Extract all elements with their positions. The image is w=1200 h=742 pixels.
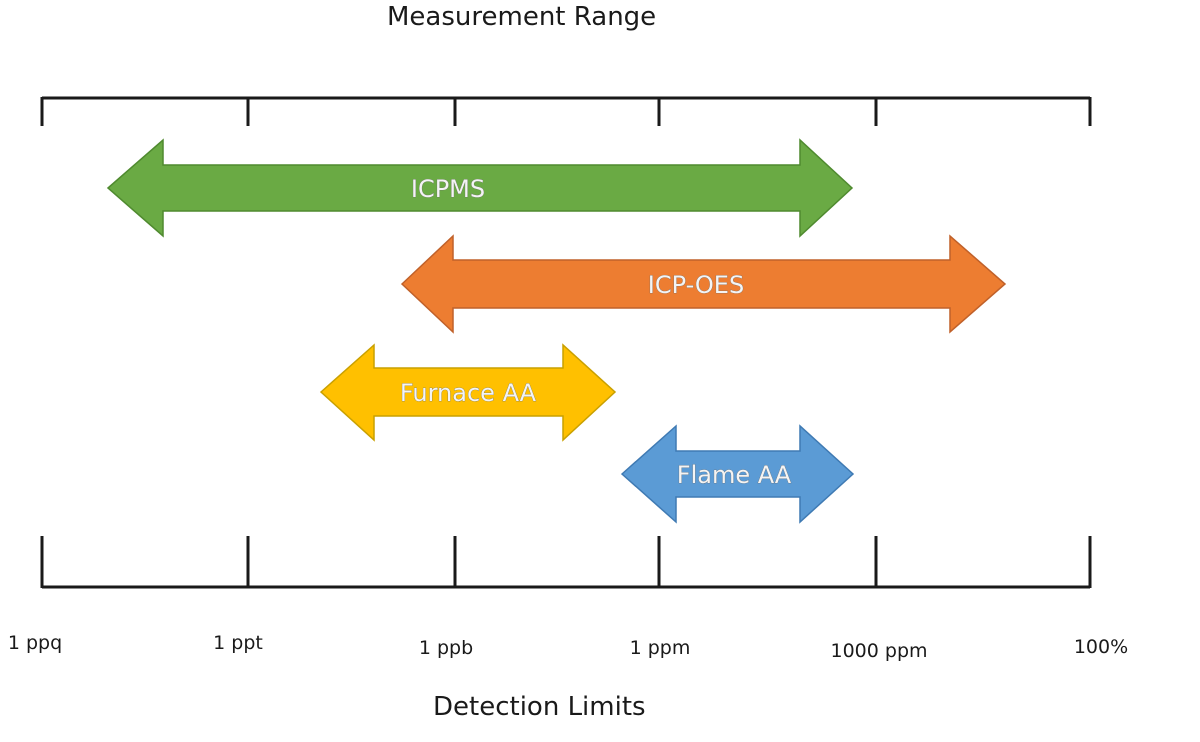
flame-aa-label: Flame AA	[677, 461, 792, 489]
icp-oes-arrow: ICP-OES	[400, 234, 1007, 334]
top-title: Measurement Range	[387, 2, 657, 32]
axis-label-1ppm: 1 ppm	[629, 637, 691, 659]
furnace-aa-label: Furnace AA	[400, 379, 537, 407]
axis-label-1ppb: 1 ppb	[418, 637, 474, 659]
bottom-axis	[40, 536, 1092, 589]
icpms-arrow: ICPMS	[106, 138, 854, 238]
axis-label-1000ppm: 1000 ppm	[830, 640, 928, 662]
axis-label-1ppt: 1 ppt	[213, 632, 263, 654]
bottom-title: Detection Limits	[433, 692, 646, 722]
top-axis	[40, 96, 1092, 126]
icp-oes-label: ICP-OES	[648, 271, 744, 299]
furnace-aa-arrow: Furnace AA	[319, 343, 617, 442]
icpms-label: ICPMS	[411, 175, 485, 203]
axis-label-1ppq: 1 ppq	[7, 632, 63, 654]
flame-aa-arrow: Flame AA	[620, 424, 855, 524]
axis-label-100pct: 100%	[1073, 636, 1129, 658]
